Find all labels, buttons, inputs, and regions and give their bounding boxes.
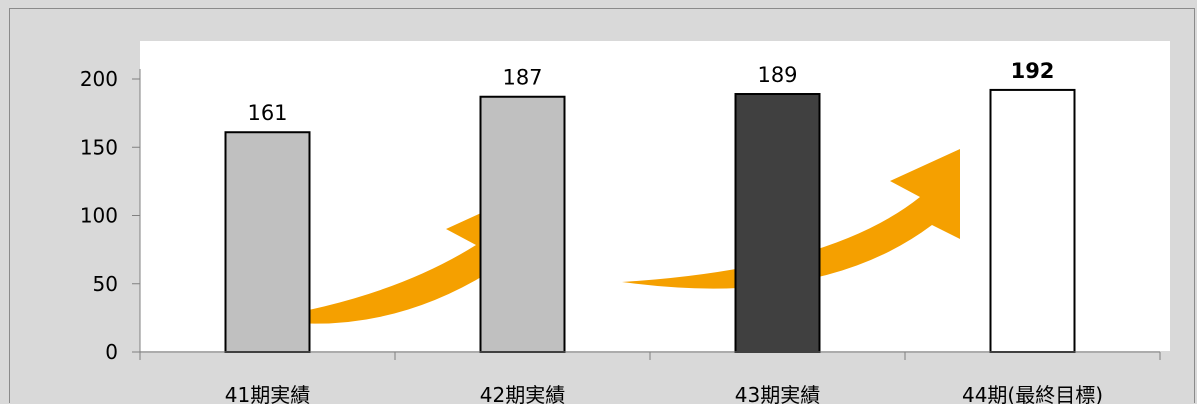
growth-arrow [260, 197, 516, 324]
chart-frame: 0 50 100 150 200 161 41期実績 187 42期実績 189 43期実績 192… [9, 8, 1195, 404]
y-tick-label: 100 [80, 204, 118, 228]
y-tick-label: 150 [80, 135, 118, 159]
growth-arrows [260, 149, 960, 324]
data-label: 161 [247, 101, 287, 125]
x-category-label: 43期実績 [735, 383, 820, 404]
x-category-label: 41期実績 [225, 383, 310, 404]
x-category-label: 44期(最終目標) [962, 383, 1103, 404]
y-tick-label: 50 [93, 272, 118, 296]
bar [224, 131, 311, 353]
bar-chart: 0 50 100 150 200 161 41期実績 187 42期実績 189 43期実績 192… [80, 41, 1170, 404]
y-tick-label: 200 [80, 67, 118, 91]
growth-arrow [622, 149, 960, 289]
data-label: 187 [502, 66, 542, 90]
x-category-label: 42期実績 [480, 383, 565, 404]
bar [734, 93, 821, 353]
data-label: 189 [757, 63, 797, 87]
bar [479, 95, 566, 354]
y-tick-label: 0 [105, 340, 118, 364]
bar [989, 88, 1076, 353]
data-label: 192 [1011, 59, 1055, 83]
